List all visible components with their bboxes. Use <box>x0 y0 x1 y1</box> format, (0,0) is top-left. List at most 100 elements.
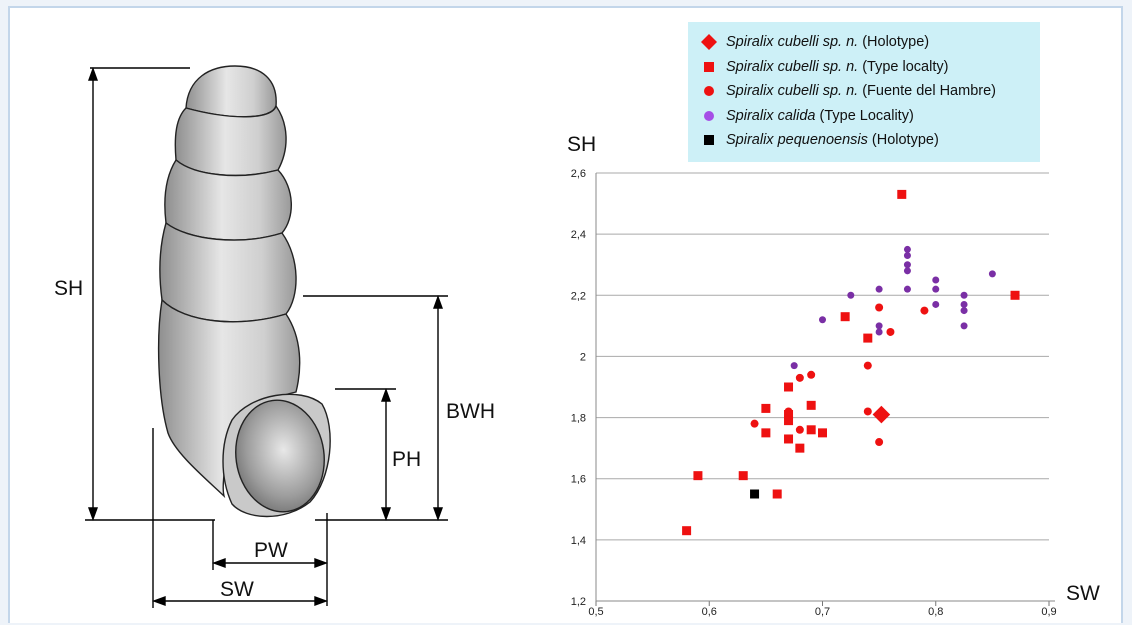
y-tick-label: 2 <box>580 351 586 363</box>
data-point <box>863 407 872 416</box>
legend-species: Spiralix pequenoensis <box>726 132 868 149</box>
y-tick-label: 1,4 <box>571 535 586 547</box>
data-point <box>806 400 816 410</box>
data-point <box>807 370 816 379</box>
sw-arrow-right <box>314 596 329 606</box>
data-point <box>875 322 883 330</box>
data-point <box>682 526 692 536</box>
tick-labels: 1,2 1,4 1,6 1,8 2 2,2 2,4 2,6 0,5 0,6 0,7 0,8 0,9 <box>571 168 1057 618</box>
data-point <box>920 306 929 315</box>
data-point <box>750 419 759 428</box>
legend-symbol <box>701 34 717 51</box>
data-point <box>750 489 760 499</box>
data-point <box>795 425 804 434</box>
diamond-marker-icon <box>698 34 720 51</box>
data-point <box>790 362 798 370</box>
data-point <box>875 328 883 336</box>
data-point <box>738 471 748 481</box>
legend-label: Spiralix cubelli sp. n. (Holotype) <box>726 34 929 50</box>
legend-note: (Holotype) <box>867 132 939 149</box>
data-point <box>784 382 794 392</box>
x-tick-label: 0,9 <box>1041 606 1056 618</box>
y-tick-label: 1,6 <box>571 474 586 486</box>
legend-item: Spiralix calida (Type Locality) <box>698 104 1040 129</box>
legend-species: Spiralix cubelli sp. n. <box>726 58 859 75</box>
legend-symbol <box>704 61 714 72</box>
shell-measurement-diagram: SH BWH PH PW SW <box>54 65 495 608</box>
y-tick-label: 1,8 <box>571 413 586 425</box>
data-point <box>932 285 940 293</box>
data-point <box>903 285 911 293</box>
legend-label: Spiralix cubelli sp. n. (Fuente del Hamb… <box>726 83 996 99</box>
legend-symbol <box>704 86 714 97</box>
legend-note: (Fuente del Hambre) <box>858 83 996 100</box>
x-tick-label: 0,8 <box>928 606 943 618</box>
sh-arrow-bottom <box>88 507 98 522</box>
shell-body <box>157 65 331 518</box>
sh-label: SH <box>54 277 83 300</box>
legend-label: Spiralix pequenoensis (Holotype) <box>726 132 939 148</box>
legend-label: Spiralix calida (Type Locality) <box>726 108 914 124</box>
bwh-label: BWH <box>446 400 495 423</box>
gridlines <box>596 172 1049 541</box>
data-point <box>886 327 895 336</box>
x-tick-label: 0,5 <box>588 606 603 618</box>
chart-legend: Spiralix cubelli sp. n. (Holotype) Spiral… <box>688 22 1040 162</box>
data-point <box>863 361 872 370</box>
legend-note: (Type Locality) <box>815 107 914 124</box>
data-point <box>932 276 940 284</box>
data-point <box>960 300 968 308</box>
scatter-plot: 1,2 1,4 1,6 1,8 2 2,2 2,4 2,6 0,5 0,6 0,7 0,8 0,9 SH… <box>567 133 1100 618</box>
ph-arrow-bottom <box>381 507 391 522</box>
data-point <box>960 307 968 315</box>
data-point <box>784 407 793 416</box>
data-point <box>806 425 816 435</box>
square-marker-icon <box>698 59 720 75</box>
legend-species: Spiralix cubelli sp. n. <box>726 34 859 51</box>
legend-symbol <box>704 110 714 121</box>
legend-symbol <box>704 135 714 146</box>
data-point <box>784 416 794 426</box>
data-point <box>875 285 883 293</box>
data-point <box>1010 290 1020 300</box>
data-point <box>795 373 804 382</box>
data-point <box>875 438 884 447</box>
data-point <box>960 322 968 330</box>
ph-label: PH <box>392 448 421 471</box>
x-tick-label: 0,7 <box>815 606 830 618</box>
y-axis-title: SH <box>567 133 596 156</box>
y-tick-label: 2,2 <box>571 290 586 302</box>
dimension-lines <box>85 66 448 608</box>
data-point <box>840 312 850 322</box>
figure-panel: SH BWH PH PW SW 1,2 1,4 1,6 1,8 2 2,2 2,4 2,6 0,… <box>8 6 1123 623</box>
x-axis-title: SW <box>1066 582 1100 605</box>
legend-item: Spiralix cubelli sp. n. (Type localty) <box>698 55 1040 80</box>
sw-label: SW <box>220 578 254 601</box>
data-point <box>761 403 771 413</box>
data-point <box>903 267 911 275</box>
legend-species: Spiralix cubelli sp. n. <box>726 83 859 100</box>
sw-arrow-left <box>151 596 166 606</box>
data-point <box>903 261 911 269</box>
ph-arrow-top <box>381 387 391 402</box>
data-point <box>761 428 771 438</box>
legend-label: Spiralix cubelli sp. n. (Type localty) <box>726 59 948 75</box>
circle-marker-icon <box>698 83 720 99</box>
y-tick-label: 1,2 <box>571 596 586 608</box>
legend-item: Spiralix pequenoensis (Holotype) <box>698 128 1040 153</box>
legend-species: Spiralix calida <box>726 107 816 124</box>
data-point <box>863 333 873 343</box>
data-point <box>897 189 907 199</box>
data-points <box>682 189 1020 536</box>
data-point <box>872 405 891 424</box>
y-tick-label: 2,6 <box>571 168 586 180</box>
data-point <box>819 316 826 324</box>
legend-item: Spiralix cubelli sp. n. (Holotype) <box>698 30 1040 55</box>
data-point <box>960 291 968 299</box>
data-point <box>903 245 911 253</box>
data-point <box>784 434 794 444</box>
square-marker-icon <box>698 132 720 148</box>
pw-label: PW <box>254 539 288 562</box>
data-point <box>772 489 782 499</box>
legend-note: (Holotype) <box>858 34 930 51</box>
